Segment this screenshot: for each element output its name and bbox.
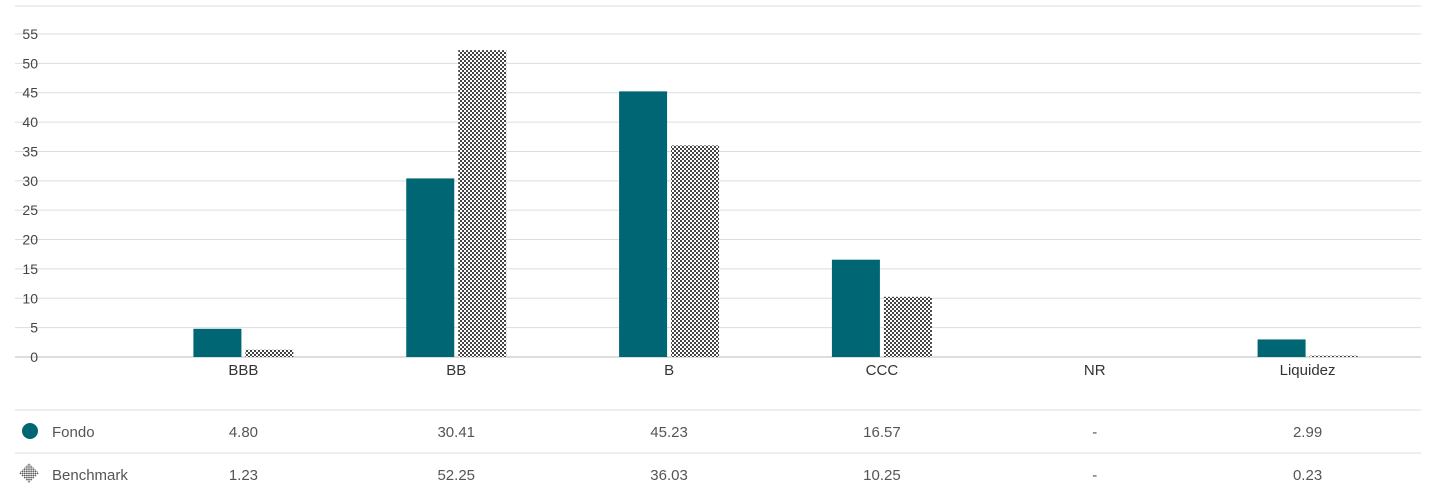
fondo-value-b: 45.23 bbox=[650, 424, 688, 441]
fondo-value-bb: 30.41 bbox=[437, 424, 475, 441]
fondo-legend-dot-icon bbox=[22, 423, 38, 439]
fondo-bar-b bbox=[619, 91, 668, 357]
fondo-bar-ccc bbox=[831, 259, 880, 357]
y-tick-label-50: 50 bbox=[22, 55, 38, 71]
y-tick-label-20: 20 bbox=[22, 232, 38, 248]
x-category-label-bb: BB bbox=[446, 362, 466, 379]
y-tick-label-15: 15 bbox=[22, 261, 38, 277]
benchmark-bar-b bbox=[671, 145, 720, 357]
fondo-value-ccc: 16.57 bbox=[863, 424, 901, 441]
x-axis-categories: BBB BB B CCC NR Liquidez bbox=[228, 362, 1335, 379]
data-table: Fondo 4.80 30.41 45.23 16.57 - 2.99 Benchmark 1.… bbox=[15, 409, 1421, 484]
bars bbox=[193, 50, 1358, 358]
y-tick-label-40: 40 bbox=[22, 114, 38, 130]
y-axis-ticks: 0 5 10 15 20 25 30 35 40 45 50 55 bbox=[22, 26, 38, 365]
fondo-legend-label: Fondo bbox=[52, 424, 95, 441]
y-tick-label-0: 0 bbox=[30, 349, 38, 365]
benchmark-value-nr: - bbox=[1092, 467, 1097, 484]
x-category-label-b: B bbox=[664, 362, 674, 379]
benchmark-value-b: 36.03 bbox=[650, 467, 688, 484]
fondo-bar-liquidez bbox=[1257, 339, 1306, 357]
x-category-label-nr: NR bbox=[1084, 362, 1106, 379]
y-tick-label-10: 10 bbox=[22, 290, 38, 306]
fondo-value-bbb: 4.80 bbox=[229, 424, 258, 441]
benchmark-value-liquidez: 0.23 bbox=[1293, 467, 1322, 484]
benchmark-legend-label: Benchmark bbox=[52, 467, 128, 484]
y-tick-label-5: 5 bbox=[30, 320, 38, 336]
y-tick-label-55: 55 bbox=[22, 26, 38, 42]
benchmark-bar-bb bbox=[458, 50, 507, 358]
fondo-bar-bb bbox=[406, 178, 455, 357]
benchmark-value-bb: 52.25 bbox=[437, 467, 475, 484]
x-category-label-bbb: BBB bbox=[228, 362, 258, 379]
y-tick-label-35: 35 bbox=[22, 143, 38, 159]
benchmark-bar-liquidez bbox=[1309, 355, 1358, 357]
x-category-label-liquidez: Liquidez bbox=[1280, 362, 1336, 379]
benchmark-bar-bbb bbox=[245, 349, 294, 357]
y-tick-label-25: 25 bbox=[22, 202, 38, 218]
x-category-label-ccc: CCC bbox=[866, 362, 899, 379]
benchmark-legend-pattern-icon bbox=[19, 463, 39, 483]
y-tick-label-30: 30 bbox=[22, 173, 38, 189]
fondo-value-nr: - bbox=[1092, 424, 1097, 441]
benchmark-value-ccc: 10.25 bbox=[863, 467, 901, 484]
benchmark-bar-ccc bbox=[883, 296, 932, 357]
fondo-bar-bbb bbox=[193, 328, 242, 357]
y-tick-label-45: 45 bbox=[22, 85, 38, 101]
benchmark-value-bbb: 1.23 bbox=[229, 467, 258, 484]
fondo-value-liquidez: 2.99 bbox=[1293, 424, 1322, 441]
